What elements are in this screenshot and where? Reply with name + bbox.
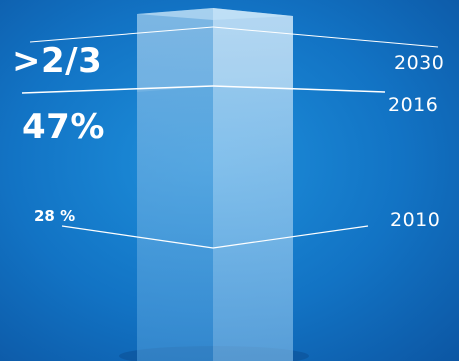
level-line-2030-left (29, 26, 214, 43)
share-2030: >2/3 (12, 41, 103, 81)
segment-2030-right (213, 16, 293, 90)
year-2010: 2010 (390, 209, 441, 231)
level-line-2016-left (21, 85, 214, 94)
level-line-2010-left (61, 225, 214, 249)
year-2016: 2016 (388, 94, 439, 116)
pillar-left-face (137, 8, 213, 361)
pillar-top-face (137, 8, 293, 20)
level-line-2010-right (212, 225, 369, 249)
level-line-2016-right (212, 85, 386, 93)
segment-2030-left (137, 14, 213, 92)
pillar-right-face (213, 8, 293, 361)
share-2016: 47% (22, 107, 105, 147)
share-2010: 28 % (34, 207, 76, 225)
year-2030: 2030 (394, 52, 445, 74)
level-line-2030-right (212, 26, 439, 48)
